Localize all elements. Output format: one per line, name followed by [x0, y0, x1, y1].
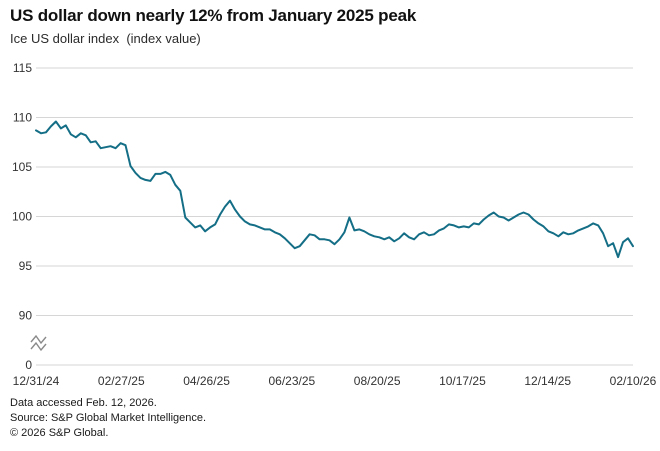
y-tick-label: 90	[19, 309, 33, 323]
dollar-index-line-chart: 115 110 105 100 95 90 0 12/31/24 02/27/25 04/26/2…	[0, 55, 660, 395]
source-note: Source: S&P Global Market Intelligence.	[10, 412, 207, 424]
y-tick-label: 95	[19, 259, 33, 273]
page-title: US dollar down nearly 12% from January 2…	[10, 6, 417, 25]
copyright-note: © 2026 S&P Global.	[10, 427, 109, 439]
x-tick-label: 06/23/25	[268, 374, 315, 388]
x-tick-label: 02/10/26	[610, 374, 657, 388]
y-tick-label-zero: 0	[25, 358, 32, 372]
chart-canvas: 115 110 105 100 95 90 0 12/31/24 02/27/25 04/26/2…	[12, 61, 657, 388]
x-tick-label: 02/27/25	[98, 374, 145, 388]
chart-footnotes: Data accessed Feb. 12, 2026. Source: S&P…	[10, 396, 206, 441]
x-tick-label: 04/26/25	[183, 374, 230, 388]
y-tick-label: 115	[13, 61, 32, 75]
x-tick-label: 12/31/24	[13, 374, 60, 388]
x-tick-label: 10/17/25	[439, 374, 486, 388]
y-tick-label: 110	[13, 111, 32, 125]
axis-break-icon	[30, 341, 47, 352]
x-tick-label: 12/14/25	[524, 374, 571, 388]
x-tick-label: 08/20/25	[354, 374, 401, 388]
index-value-line	[35, 120, 634, 259]
data-accessed-note: Data accessed Feb. 12, 2026.	[10, 397, 157, 409]
y-tick-label: 100	[12, 210, 32, 224]
chart-subtitle: Ice US dollar index (index value)	[10, 31, 201, 46]
y-tick-label: 105	[12, 160, 32, 174]
axis-break-icon	[30, 334, 47, 345]
